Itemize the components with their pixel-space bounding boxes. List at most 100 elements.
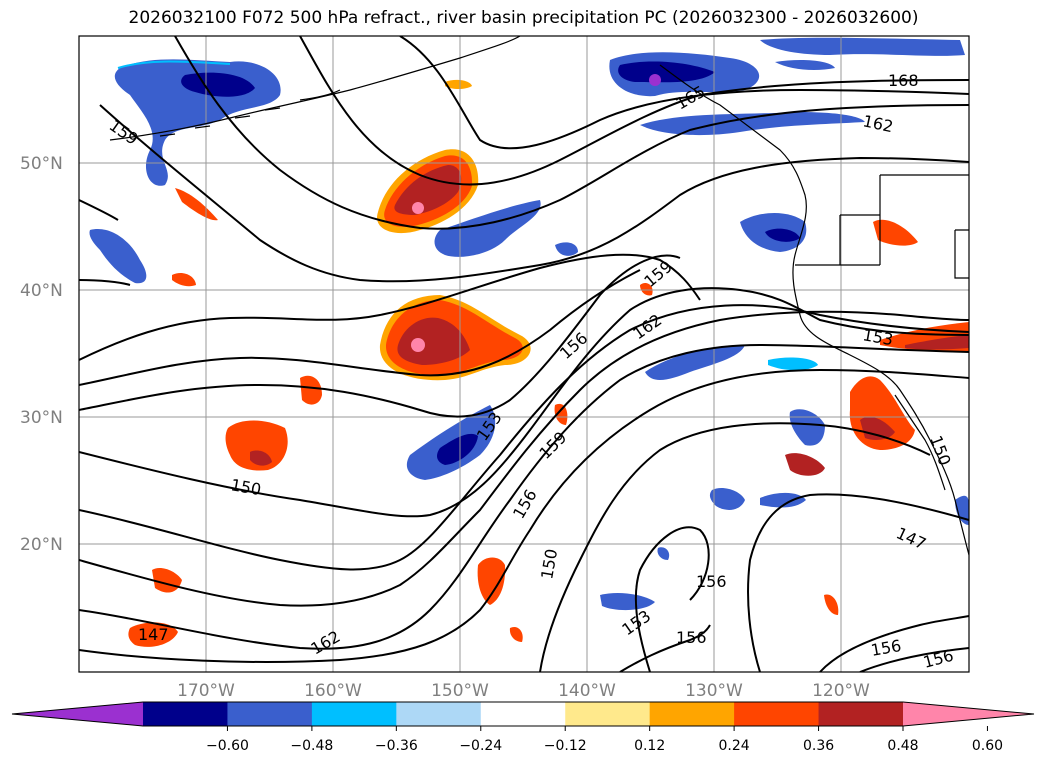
- precip-area: [873, 219, 918, 246]
- lon-label: 170°W: [177, 681, 235, 701]
- precip-area: [434, 200, 541, 257]
- colorbar-segment: [227, 702, 313, 726]
- colorbar-tick-label: 0.48: [887, 738, 918, 754]
- precip-area: [649, 74, 661, 86]
- contour-line: [79, 269, 641, 386]
- precip-area: [117, 60, 231, 69]
- precip-area: [709, 488, 745, 510]
- precip-area: [789, 409, 825, 446]
- lon-label: 140°W: [558, 681, 616, 701]
- contour-line: [79, 368, 969, 663]
- contour-line: [79, 287, 969, 518]
- colorbar: −0.60 −0.48 −0.36 −0.24 −0.12 0.12 0.24 0.36 0.4…: [11, 701, 1035, 754]
- precip-area: [657, 547, 670, 560]
- precip-area: [394, 165, 462, 215]
- precip-area: [411, 338, 425, 352]
- colorbar-tick-label: 0.12: [634, 738, 665, 754]
- lon-label: 150°W: [431, 681, 489, 701]
- colorbar-segment: [311, 702, 397, 726]
- contour-label: 156: [696, 572, 727, 591]
- lon-label: 130°W: [685, 681, 743, 701]
- coastline-canada: [659, 64, 969, 556]
- contour-line: [299, 36, 969, 186]
- contour-line: [859, 647, 969, 672]
- precip-area: [765, 228, 800, 242]
- precip-area: [509, 626, 523, 642]
- contour-line: [747, 493, 969, 672]
- precip-area: [554, 403, 568, 425]
- precip-area: [250, 450, 272, 466]
- precip-area: [618, 61, 715, 83]
- colorbar-segment: [734, 702, 820, 726]
- contour-line: [79, 310, 969, 607]
- contour-line: [79, 254, 681, 418]
- precip-area: [645, 345, 745, 380]
- coastlines: [109, 36, 969, 556]
- precip-area: [760, 492, 806, 508]
- map-title: 2026032100 F072 500 hPa refract., river …: [128, 8, 919, 28]
- contour-line: [539, 422, 931, 672]
- contour-label: 147: [138, 625, 169, 644]
- contour-line: [79, 253, 701, 361]
- contour-line: [174, 36, 969, 230]
- contour-line: [399, 36, 969, 150]
- precip-area: [775, 60, 835, 70]
- precip-area: [445, 79, 472, 89]
- colorbar-segment: [396, 702, 482, 726]
- precip-area: [412, 202, 424, 214]
- precip-area: [555, 242, 578, 256]
- precip-area: [860, 416, 895, 440]
- contour-label: 168: [888, 71, 919, 90]
- precip-area: [824, 594, 839, 615]
- contour-line: [99, 104, 969, 283]
- precip-area: [89, 229, 147, 284]
- lon-label: 160°W: [304, 681, 362, 701]
- colorbar-tick-label: 0.24: [719, 738, 750, 754]
- contour-line: [634, 526, 710, 672]
- state-border: [839, 214, 880, 265]
- precip-area: [905, 335, 969, 350]
- contour-line: [619, 624, 711, 672]
- contour-line: [79, 343, 969, 650]
- precip-area: [128, 622, 178, 647]
- lat-label: 40°N: [20, 281, 63, 301]
- precip-area: [225, 420, 288, 471]
- precip-area: [437, 433, 478, 465]
- graticule: [79, 36, 969, 672]
- colorbar-tick-label: −0.24: [459, 738, 502, 754]
- lat-label: 30°N: [20, 408, 63, 428]
- colorbar-segment: [480, 702, 566, 726]
- precip-area: [600, 592, 655, 611]
- precip-area: [760, 37, 965, 56]
- colorbar-extend-min: [12, 702, 143, 726]
- precip-area: [785, 453, 825, 476]
- lat-label: 20°N: [20, 535, 63, 555]
- contour-line: [79, 279, 131, 286]
- colorbar-segment: [143, 702, 228, 726]
- colorbar-tick-label: −0.12: [544, 738, 587, 754]
- lat-label: 50°N: [20, 154, 63, 174]
- colorbar-outline: [11, 701, 1035, 727]
- lon-label: 120°W: [812, 681, 870, 701]
- coastline-alaska-islands: [159, 89, 341, 137]
- lon-labels: 170°W 160°W 150°W 140°W 130°W 120°W: [177, 681, 870, 701]
- coastline-alaska: [109, 36, 521, 141]
- colorbar-tick-label: 0.36: [803, 738, 834, 754]
- precip-area: [955, 495, 969, 525]
- contour-line: [79, 199, 119, 221]
- contour-lines: [79, 36, 969, 672]
- colorbar-segment: [565, 702, 651, 726]
- colorbar-segment: [818, 702, 904, 726]
- precip-area: [768, 357, 818, 371]
- precip-area: [300, 375, 322, 405]
- precip-area: [175, 188, 218, 221]
- colorbar-tick-label: −0.36: [375, 738, 418, 754]
- contour-line: [79, 304, 969, 571]
- country-border: [795, 174, 969, 279]
- map-border: [78, 35, 970, 673]
- colorbar-tick-label: −0.48: [290, 738, 333, 754]
- lat-labels: 50°N 40°N 30°N 20°N: [20, 154, 63, 555]
- precip-area: [397, 317, 470, 365]
- colorbar-tick-label: 0.60: [972, 738, 1003, 754]
